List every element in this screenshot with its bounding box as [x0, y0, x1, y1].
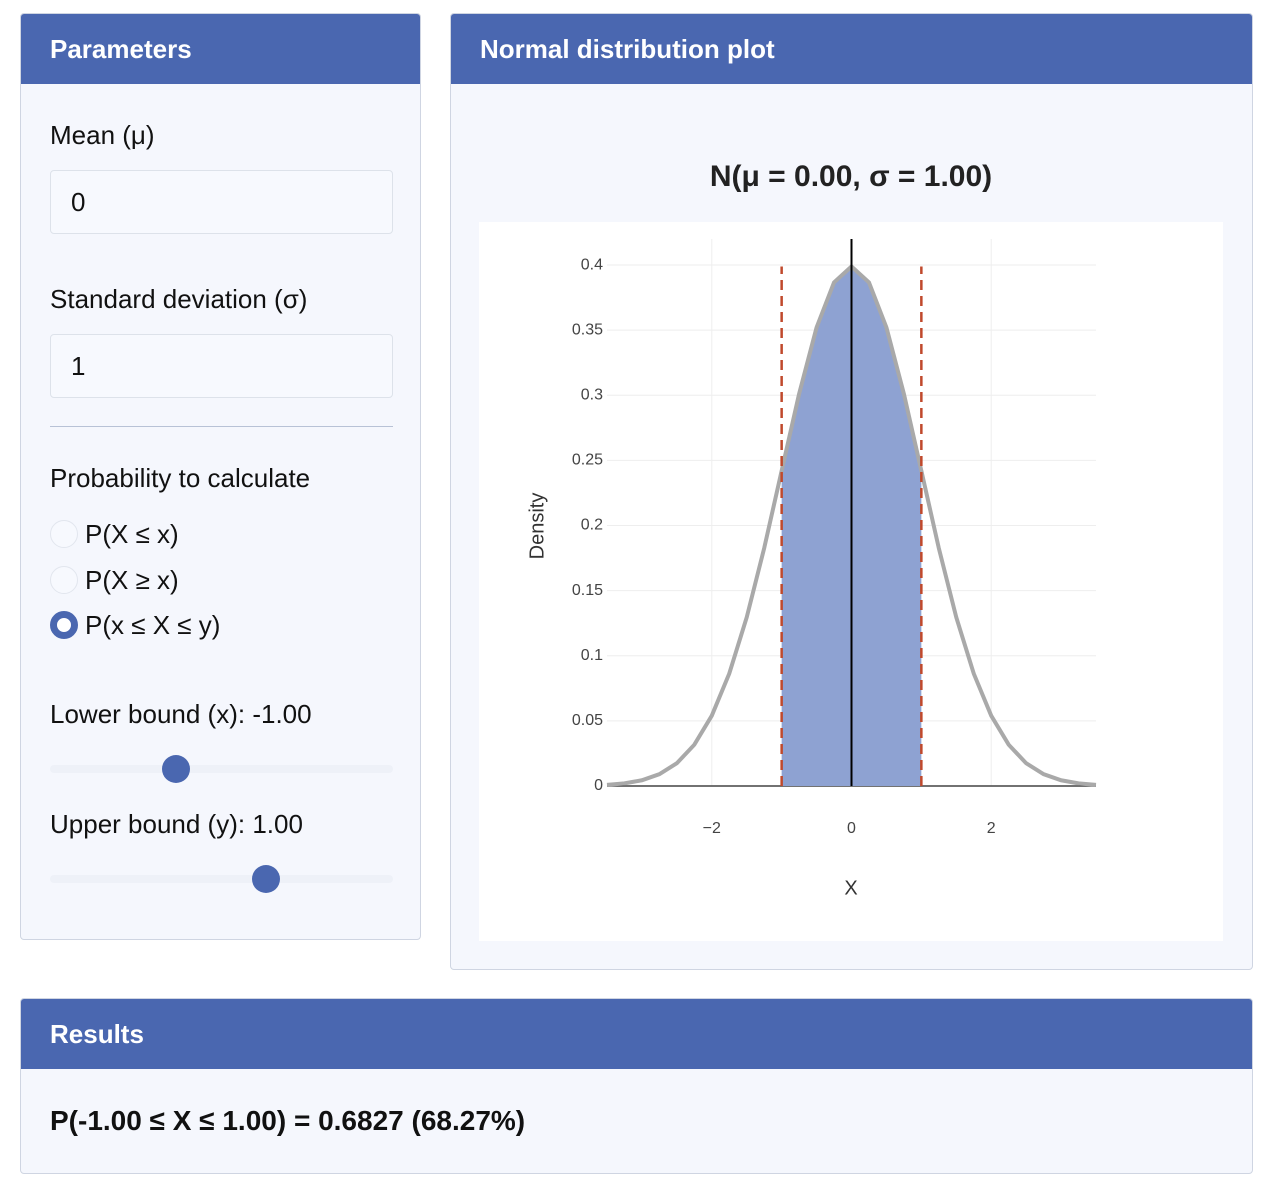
- radio-option[interactable]: P(X ≥ x): [50, 565, 179, 595]
- panel-header: Results: [21, 999, 1252, 1069]
- slider-label: Lower bound (x): -1.00: [50, 699, 312, 729]
- plot-panel: Normal distribution plot N(μ = 0.00, σ =…: [450, 13, 1253, 970]
- slider-track[interactable]: [50, 875, 393, 883]
- slider-track[interactable]: [50, 765, 393, 773]
- y-axis-title: Density: [526, 493, 548, 560]
- y-tick-label: 0.1: [581, 647, 603, 664]
- slider-knob[interactable]: [162, 755, 190, 783]
- slider-label: Upper bound (y): 1.00: [50, 809, 303, 839]
- panel-header: Normal distribution plot: [451, 14, 1252, 84]
- y-tick-label: 0: [594, 777, 603, 794]
- mean-input[interactable]: 0: [50, 170, 393, 234]
- sd-input[interactable]: 1: [50, 334, 393, 398]
- x-tick-label: 0: [847, 820, 856, 837]
- result-text: P(-1.00 ≤ X ≤ 1.00) = 0.6827 (68.27%): [50, 1105, 526, 1136]
- chart: N(μ = 0.00, σ = 1.00) X Density 0 0.05 0.1…: [479, 160, 1223, 941]
- x-axis-title: X: [844, 877, 857, 899]
- radio-label: P(x ≤ X ≤ y): [85, 610, 221, 640]
- y-tick-label: 0.15: [572, 582, 603, 599]
- radio-label: P(X ≤ x): [85, 519, 179, 549]
- radio-label: P(X ≥ x): [85, 564, 179, 595]
- y-tick-label: 0.05: [572, 712, 603, 729]
- divider: [50, 426, 393, 427]
- radio-option[interactable]: P(X ≤ x): [50, 519, 179, 549]
- field-label: Standard deviation (σ): [50, 284, 308, 314]
- results-panel: Results P(-1.00 ≤ X ≤ 1.00) = 0.6827 (68…: [20, 998, 1253, 1174]
- slider-knob[interactable]: [252, 865, 280, 893]
- y-tick-label: 0.3: [581, 387, 603, 404]
- field-label: Mean (μ): [50, 120, 155, 150]
- x-tick-label: −2: [703, 820, 721, 837]
- radio-button[interactable]: [50, 611, 78, 639]
- chart-title: N(μ = 0.00, σ = 1.00): [710, 160, 992, 193]
- parameters-panel: Parameters Mean (μ) 0 Standard deviation…: [20, 13, 421, 940]
- radio-option[interactable]: P(x ≤ X ≤ y): [50, 610, 220, 640]
- panel-header: Parameters: [21, 14, 420, 84]
- y-tick-label: 0.35: [572, 321, 603, 338]
- radio-button[interactable]: [50, 565, 78, 594]
- radio-button[interactable]: [50, 520, 78, 548]
- x-tick-label: 2: [987, 820, 996, 837]
- y-tick-label: 0.2: [581, 517, 603, 534]
- field-label: Probability to calculate: [50, 463, 311, 493]
- y-tick-label: 0.25: [572, 452, 603, 469]
- y-tick-label: 0.4: [581, 256, 603, 273]
